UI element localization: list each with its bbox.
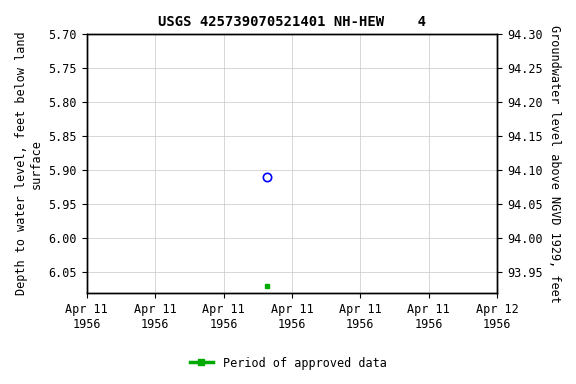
Legend: Period of approved data: Period of approved data	[185, 352, 391, 374]
Title: USGS 425739070521401 NH-HEW    4: USGS 425739070521401 NH-HEW 4	[158, 15, 426, 29]
Y-axis label: Depth to water level, feet below land
surface: Depth to water level, feet below land su…	[15, 32, 43, 295]
Y-axis label: Groundwater level above NGVD 1929, feet: Groundwater level above NGVD 1929, feet	[548, 25, 561, 303]
